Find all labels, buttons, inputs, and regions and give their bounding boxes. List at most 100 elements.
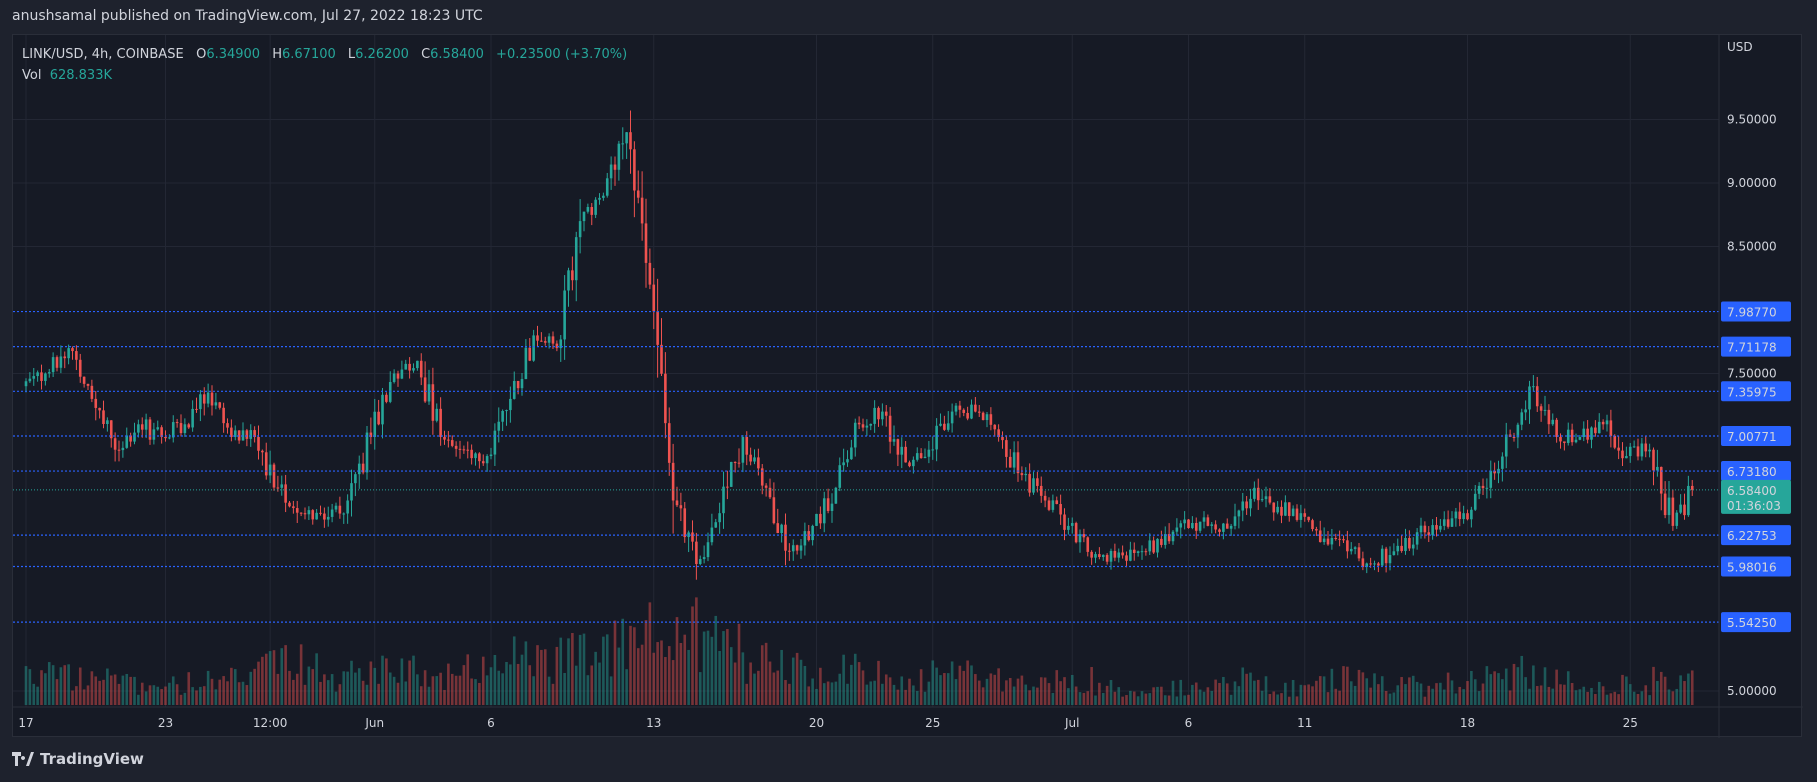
volume-bar [516,663,520,705]
volume-bar [729,647,733,705]
volume-bar [245,685,249,705]
candle-body [1361,558,1365,567]
candle-body [1167,534,1171,542]
candle-body [536,335,539,341]
volume-bar [726,629,729,705]
volume-bar [877,660,880,705]
candle-body [985,414,989,421]
price-axis[interactable]: 5.00000 7.50000 8.50000 9.00000 9.50000 [1727,113,1777,699]
level-price-box [1721,612,1791,633]
volume-bar [811,678,814,705]
volume-bar [838,673,842,705]
volume-bar [826,681,830,705]
candle-body [1214,524,1217,530]
volume-bar [629,625,632,705]
candle-body [1353,547,1357,549]
candle-body [977,411,981,413]
volume-bar [966,660,969,705]
candle-body [1315,529,1318,531]
candle-body [1377,563,1380,566]
volume-bar [884,674,888,705]
candle-body [803,531,807,546]
candle-body [1574,439,1578,443]
level-price-label: 5.54250 [1727,616,1777,630]
tradingview-logo[interactable]: TradingView [12,750,144,768]
candle-body [772,497,776,524]
volume-bar [1450,680,1454,705]
volume-bar [63,665,67,705]
volume-bar [160,689,163,705]
volume-bar [1334,688,1338,705]
candle-body [1105,554,1109,562]
volume-bar [1365,678,1369,705]
tradingview-logo-icon [12,752,34,766]
volume-bar [815,688,818,705]
candle-body [1342,539,1345,541]
candle-body [257,437,260,451]
volume-bar [598,662,601,705]
candle-body [326,516,330,520]
candle-body [447,439,450,441]
candle-body [602,195,605,198]
volume-bar [365,684,369,705]
volume-bar [98,680,101,705]
candle-body [605,178,609,196]
volume-bar [857,662,861,705]
symbol-label[interactable]: LINK/USD, 4h, COINBASE [22,47,184,62]
candle-body [1144,551,1148,553]
open-label: O [196,47,207,62]
candle-body [908,462,911,467]
time-axis[interactable]: 17 23 12:00 Jun 6 13 20 25 Jul 6 11 18 25 [18,716,1638,730]
candle-body [904,446,907,463]
volume-bar [268,651,272,705]
candle-body [381,394,384,425]
high-value: 6.67100 [282,47,336,62]
volume-bar [1528,688,1531,705]
candle-body [946,423,950,430]
candle-body [264,452,268,476]
price-chart[interactable]: 7.98770 7.71178 7.35975 7.00771 6.73180 6.227… [13,35,1803,738]
volume-bar [524,641,528,705]
candle-body [807,531,811,541]
volume-bar [447,663,450,705]
volume-bar [1326,692,1330,705]
level-price-label: 7.35975 [1727,385,1777,399]
volume-bar [319,681,322,705]
candle-body [1485,487,1489,489]
volume-bar [1229,694,1233,705]
volume-bar [602,636,605,705]
chart-panel[interactable]: 7.98770 7.71178 7.35975 7.00771 6.73180 6.227… [12,34,1803,738]
volume-bar [222,676,225,705]
candle-body [199,394,202,410]
volume-bar [199,686,202,705]
candle-body [861,424,865,428]
volume-bar [1419,683,1423,705]
volume-bar [489,667,493,705]
candle-body [892,439,896,442]
volume-bar [1047,683,1051,705]
candle-body [590,207,594,215]
candle-body [373,411,377,437]
candle-body [1272,502,1276,513]
candle-body [741,437,745,463]
volume-bar [799,659,803,705]
volume-bar [1171,680,1175,705]
candle-body [1191,522,1194,529]
volume-bar [392,676,396,705]
high-label: H [272,47,282,62]
volume-label[interactable]: Vol [22,68,42,83]
volume-bar [586,675,590,705]
candle-body [834,487,838,504]
volume-bar [1656,680,1659,705]
volume-bar [520,654,524,705]
volume-bar [660,640,663,705]
volume-bar [1152,687,1155,705]
candle-body [1047,500,1051,510]
volume-bar [1105,685,1109,705]
candle-body [361,463,365,473]
candle-body [1303,513,1307,517]
candle-body [1551,419,1555,425]
candle-body [1458,511,1462,520]
candle-body [559,339,563,349]
volume-bar [1008,677,1012,705]
